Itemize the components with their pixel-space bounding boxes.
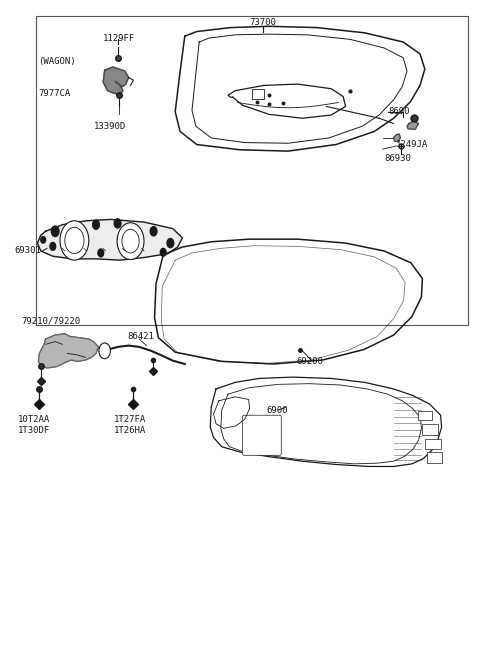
Bar	[36, 16, 468, 325]
Text: 73700: 73700	[250, 18, 276, 27]
Text: 86421: 86421	[127, 332, 154, 341]
Polygon shape	[38, 334, 98, 368]
Text: 1T27FA: 1T27FA	[114, 415, 146, 424]
Text: 1T30DF: 1T30DF	[18, 426, 50, 435]
Circle shape	[93, 220, 99, 229]
Text: 7977CA: 7977CA	[38, 89, 71, 98]
Text: 8690: 8690	[389, 107, 410, 116]
Polygon shape	[103, 67, 129, 95]
Polygon shape	[407, 121, 419, 129]
Text: 1T26HA: 1T26HA	[114, 426, 146, 435]
Bar	[252, 89, 264, 99]
Text: 79210/79220: 79210/79220	[22, 316, 81, 325]
Text: 69200: 69200	[297, 357, 324, 366]
Text: 1249JA: 1249JA	[396, 140, 428, 149]
Text: 10T2AA: 10T2AA	[18, 415, 50, 424]
Polygon shape	[37, 219, 182, 260]
Bar	[422, 424, 438, 435]
Circle shape	[99, 343, 110, 359]
Text: 69301: 69301	[14, 246, 41, 256]
Circle shape	[160, 248, 166, 256]
Bar	[418, 411, 432, 420]
Text: 86930: 86930	[384, 154, 411, 164]
Circle shape	[41, 237, 46, 243]
Circle shape	[50, 242, 56, 250]
FancyBboxPatch shape	[242, 415, 281, 455]
Bar	[427, 452, 442, 463]
Bar	[425, 439, 441, 449]
Text: (WAGON): (WAGON)	[38, 57, 76, 66]
Circle shape	[51, 226, 59, 237]
Text: 13390D: 13390D	[94, 122, 126, 131]
Circle shape	[167, 238, 174, 248]
Circle shape	[150, 227, 157, 236]
Circle shape	[114, 219, 121, 228]
Circle shape	[98, 249, 104, 257]
Text: 1129FF: 1129FF	[103, 34, 135, 43]
Polygon shape	[394, 134, 400, 142]
Circle shape	[60, 221, 89, 260]
Text: 6900: 6900	[266, 406, 288, 415]
Circle shape	[117, 223, 144, 260]
